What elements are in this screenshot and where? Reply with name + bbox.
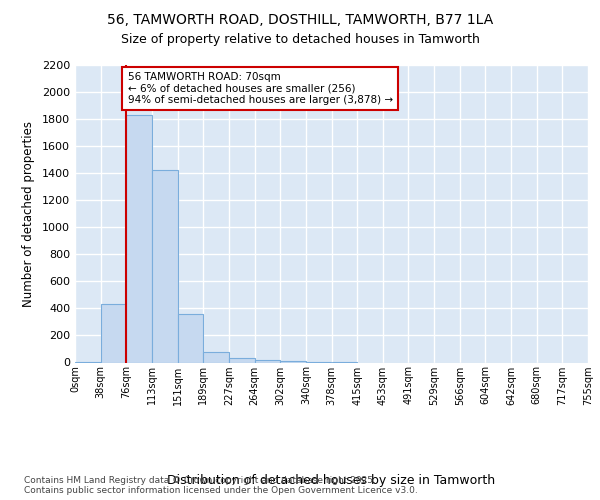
Y-axis label: Number of detached properties: Number of detached properties: [22, 120, 35, 306]
Bar: [203, 352, 229, 362]
Bar: [127, 115, 152, 362]
Text: Size of property relative to detached houses in Tamworth: Size of property relative to detached ho…: [121, 32, 479, 46]
Text: Contains HM Land Registry data © Crown copyright and database right 2025.
Contai: Contains HM Land Registry data © Crown c…: [24, 476, 418, 495]
Bar: [178, 314, 203, 362]
Bar: [152, 170, 178, 362]
Bar: [101, 304, 127, 362]
Text: 56, TAMWORTH ROAD, DOSTHILL, TAMWORTH, B77 1LA: 56, TAMWORTH ROAD, DOSTHILL, TAMWORTH, B…: [107, 12, 493, 26]
Bar: [280, 361, 306, 362]
Bar: [254, 360, 280, 362]
Bar: [229, 358, 254, 362]
Text: 56 TAMWORTH ROAD: 70sqm
← 6% of detached houses are smaller (256)
94% of semi-de: 56 TAMWORTH ROAD: 70sqm ← 6% of detached…: [128, 72, 393, 105]
X-axis label: Distribution of detached houses by size in Tamworth: Distribution of detached houses by size …: [167, 474, 496, 487]
